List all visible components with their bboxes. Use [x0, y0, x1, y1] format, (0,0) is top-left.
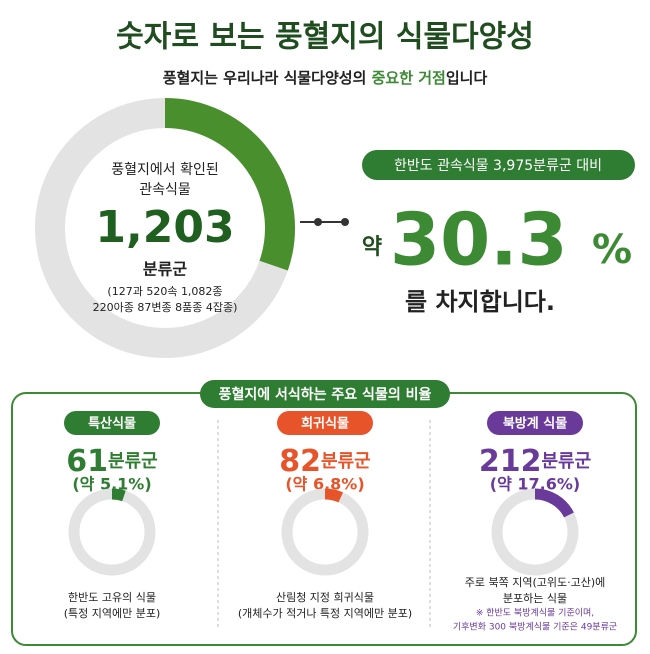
- tag-pill: [277, 411, 373, 435]
- detail: 220아종 87변종 8품종 4잡종): [93, 301, 238, 314]
- count: 212: [479, 444, 542, 479]
- note: 기후변화 300 북방계식물 기준은 49분류군: [453, 621, 617, 633]
- count: 1,203: [95, 202, 234, 253]
- donut-arc: [534, 488, 574, 518]
- subtitle-part: 풍혈지는 우리나라 식물다양성의: [163, 69, 372, 87]
- subtitle-part: 중요한 거점: [372, 69, 446, 87]
- desc: 주로 북쪽 지역(고위도·고산)에: [465, 576, 606, 589]
- connector-dot: [314, 218, 322, 226]
- tag-pill: [64, 411, 160, 435]
- subtitle: 풍혈지는 우리나라 식물다양성의 중요한 거점입니다: [163, 69, 488, 87]
- subtitle-part: 입니다: [446, 69, 488, 87]
- desc: (개체수가 적거나 특정 지역에만 분포): [238, 607, 412, 620]
- detail: (127과 520속 1,082종: [107, 285, 222, 298]
- desc: (특정 지역에만 분포): [64, 607, 161, 620]
- unit: 분류군: [108, 451, 158, 472]
- percent: 30.3: [390, 198, 568, 282]
- count-line: 212분류군: [479, 444, 591, 479]
- unit: 분류군: [143, 260, 187, 279]
- connector-dot: [341, 218, 349, 226]
- donut-track: [68, 488, 156, 576]
- badge: [362, 150, 635, 180]
- donut-arc: [111, 488, 126, 502]
- count-line: 61분류군: [66, 444, 157, 479]
- tag: 특산식물: [88, 416, 136, 432]
- donut-arc: [164, 98, 295, 271]
- caption: 풍혈지에서 확인된: [111, 162, 219, 178]
- unit: 분류군: [321, 451, 371, 472]
- count-line: 82분류군: [279, 444, 370, 479]
- caption: 관속식물: [139, 182, 191, 198]
- percent-label: (약 17.6%): [490, 475, 580, 494]
- tag-pill: [487, 411, 583, 435]
- section-title: 풍혈지에 서식하는 주요 식물의 비율: [219, 386, 432, 403]
- desc: 산림청 지정 희귀식물: [276, 591, 374, 604]
- ending: 를 차지합니다.: [405, 288, 555, 316]
- tag: 북방계 식물: [503, 416, 567, 432]
- unit: 분류군: [541, 451, 591, 472]
- percent-label: (약 5.1%): [72, 475, 151, 494]
- donut-arc: [324, 488, 344, 503]
- percent-label: (약 6.8%): [285, 475, 364, 494]
- count: 61: [66, 444, 108, 479]
- percent-sign: %: [592, 227, 632, 273]
- note: ※ 한반도 북방계식물 기준이며,: [476, 607, 594, 619]
- title: 숫자로 보는 풍혈지의 식물다양성: [116, 20, 534, 55]
- tag: 희귀식물: [301, 416, 349, 432]
- badge-text: 한반도 관속식물 3,975분류군 대비: [394, 158, 602, 174]
- donut-track: [281, 488, 369, 576]
- approx: 약: [362, 235, 382, 260]
- count: 82: [279, 444, 321, 479]
- section-title-pill: [200, 380, 450, 408]
- desc: 한반도 고유의 식물: [68, 591, 156, 604]
- desc: 분포하는 식물: [503, 591, 567, 605]
